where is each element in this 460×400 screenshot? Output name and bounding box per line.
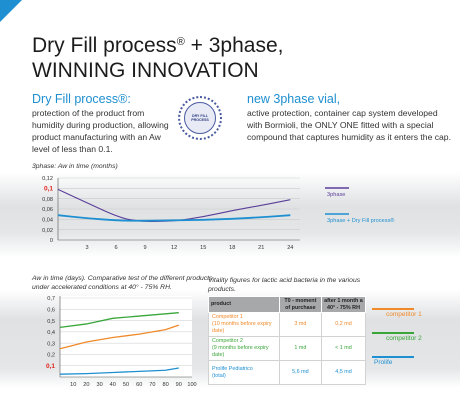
chart1-y-tick-label: 0,12 — [42, 176, 53, 182]
product-name: Prolife Pediatrico — [212, 365, 253, 372]
chart2-x-tick-label: 80 — [162, 382, 168, 388]
product-note: (9 months before expiry date) — [212, 345, 269, 358]
chart2-caption: Aw in time (days). Comparative test of t… — [32, 275, 213, 291]
col-product: product — [208, 296, 280, 313]
product-name-cell: Competitor 2 (9 months before expiry date… — [208, 336, 280, 361]
chart1-series-line — [57, 188, 291, 222]
3phase-heading: new 3phase vial, — [247, 92, 341, 106]
t0-value: 5,6 md — [278, 360, 322, 385]
chart2-y-tick-label: 0,2 — [47, 353, 55, 359]
table-caption: Vitality figures for lactic acid bacteri… — [208, 277, 361, 293]
chart2-y-tick-label: 0,6 — [47, 307, 55, 313]
product-name-cell: Competitor 1 (10 months before expiry dat… — [208, 312, 280, 337]
dry-fill-text: protection of the product from humidity … — [32, 108, 169, 154]
chart1-x-tick-label: 24 — [287, 245, 293, 251]
table-header-row: product T0 - moment of purchase after 1 … — [208, 296, 367, 313]
chart2-x-tick-label: 50 — [123, 382, 129, 388]
chart1-y-tick-label: 0,02 — [42, 228, 53, 234]
corner-accent — [0, 0, 22, 22]
chart1-y-tick-label: 0,06 — [42, 207, 53, 213]
table-row: Prolife Pediatrico (total) 5,6 md 4,5 md — [208, 360, 367, 385]
after-1-month-value: 0,2 md — [320, 312, 367, 337]
chart2-y-tick-label: 0,7 — [47, 296, 55, 302]
t0-value: 3 md — [278, 312, 322, 337]
chart2-x-tick-label: 90 — [176, 382, 182, 388]
chart2-series-line — [59, 312, 179, 328]
chart2-x-tick-label: 70 — [149, 382, 155, 388]
chart1-series-line — [57, 214, 291, 222]
chart1-caption: 3phase: Aw in time (months) — [32, 163, 118, 170]
chart1-x-tick-label: 3 — [85, 245, 88, 251]
chart1-legend-label: 3phase + Dry Fill process® — [327, 217, 395, 224]
3phase-description: new 3phase vial, active protection, cont… — [247, 92, 452, 143]
chart1-x-tick-label: 21 — [258, 245, 264, 251]
chart1-y-tick-label: 0 — [50, 238, 53, 244]
dry-fill-seal-logo: DRY FILL PROCESS — [178, 96, 222, 140]
chart1-x-tick-label: 15 — [200, 245, 206, 251]
chart2-x-tick-label: 20 — [83, 382, 89, 388]
3phase-text: active protection, container cap system … — [247, 108, 451, 142]
table-row: Competitor 2 (9 months before expiry date… — [208, 336, 367, 361]
chart2-series-line — [59, 367, 179, 375]
title-line1-suffix: + 3phase, — [184, 34, 284, 57]
chart2-x-tick-label: 30 — [96, 382, 102, 388]
chart1-3phase-aw: 0 0,02 0,04 0,06 0,08 0,1 0,12 3 6 9 12 15 18 21 24 3ph… — [42, 176, 395, 251]
legend-swatch — [372, 308, 414, 310]
legend-swatch — [372, 332, 414, 334]
chart2-y-tick-label: 0,5 — [47, 319, 55, 325]
chart2-x-tick-label: 100 — [187, 382, 196, 388]
legend-label: competitor 2 — [386, 335, 422, 342]
chart1-x-tick-label: 6 — [115, 245, 118, 251]
table-row: Competitor 1 (10 months before expiry dat… — [208, 312, 367, 337]
vitality-table: product T0 - moment of purchase after 1 … — [208, 296, 367, 385]
chart2-x-tick-label: 40 — [110, 382, 116, 388]
chart1-x-tick-label: 12 — [171, 245, 177, 251]
after-1-month-value: 4,5 md — [320, 360, 367, 385]
chart1-legend-label: 3phase — [327, 192, 345, 198]
chart2-x-tick-label: 10 — [70, 382, 76, 388]
chart1-x-tick-label: 18 — [229, 245, 235, 251]
chart1-y-tick-label: 0,08 — [42, 197, 53, 203]
dry-fill-description: Dry Fill process®: protection of the pro… — [32, 92, 172, 155]
chart2-comparative-aw: 0,1 0,2 0,3 0,4 0,5 0,6 0,7 10 20 30 40 50 60 70 80 90 1… — [46, 296, 197, 388]
after-1-month-value: < 1 md — [320, 336, 367, 361]
dry-fill-heading: Dry Fill process®: — [32, 92, 131, 106]
chart1-band — [0, 172, 460, 258]
legend-swatch — [372, 356, 414, 358]
chart2-plot-area — [60, 296, 192, 377]
chart2-y-tick-label: 0,3 — [47, 341, 55, 347]
chart2-y-tick-label: 0,1 — [46, 363, 55, 370]
chart1-x-tick-label: 9 — [144, 245, 147, 251]
title-line2: WINNING INNOVATION — [32, 59, 259, 82]
chart2-x-tick-label: 60 — [136, 382, 142, 388]
t0-value: 1 md — [278, 336, 322, 361]
title-line1: Dry Fill process — [32, 34, 177, 57]
chart2-y-tick-label: 0,4 — [47, 330, 55, 336]
product-note: (total) — [212, 372, 226, 379]
chart1-y-tick-label: 0,1 — [44, 186, 53, 193]
product-note: (10 months before expiry date) — [212, 321, 272, 334]
legend-label: competitor 1 — [386, 311, 422, 318]
product-name: Competitor 1 — [212, 314, 243, 320]
product-name: Competitor 2 — [212, 338, 243, 344]
col-t0: T0 - moment of purchase — [278, 296, 322, 313]
legend-label: Prolife — [374, 359, 393, 366]
product-name-cell: Prolife Pediatrico (total) — [208, 360, 280, 385]
col-after-1-month: after 1 month a 40° - 75% RH — [320, 296, 367, 313]
chart1-y-tick-label: 0,04 — [42, 218, 53, 224]
page-title: Dry Fill process® + 3phase, WINNING INNO… — [32, 30, 283, 83]
chart2-series-line — [59, 324, 180, 350]
registered-mark: ® — [176, 36, 185, 48]
